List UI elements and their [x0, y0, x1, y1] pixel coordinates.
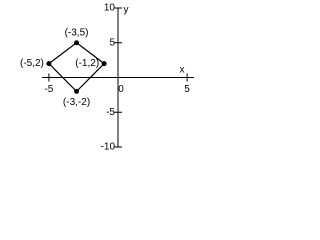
- x-tick-label: -5: [44, 84, 53, 95]
- y-tick-label: -10: [101, 142, 116, 153]
- y-tick-label: 10: [104, 3, 116, 14]
- x-axis-label: x: [180, 65, 185, 76]
- point-label: (-1,2): [75, 58, 99, 69]
- point-label: (-3,5): [65, 27, 89, 38]
- chart: x y -5 0 5 -10 -5 5 10 (-3,5) (-1,2) (-3,-2) (-5,2…: [20, 3, 194, 153]
- x-tick-label: 0: [118, 84, 124, 95]
- vertex: [74, 40, 80, 46]
- vertex: [74, 88, 80, 94]
- y-tick-label: 5: [109, 37, 115, 48]
- vertex: [101, 61, 107, 67]
- point-label: (-3,-2): [63, 97, 90, 108]
- y-axis-label: y: [124, 5, 129, 16]
- y-tick-label: -5: [106, 107, 115, 118]
- x-tick-label: 5: [184, 84, 190, 95]
- point-label: (-5,2): [20, 58, 44, 69]
- vertex: [46, 61, 52, 67]
